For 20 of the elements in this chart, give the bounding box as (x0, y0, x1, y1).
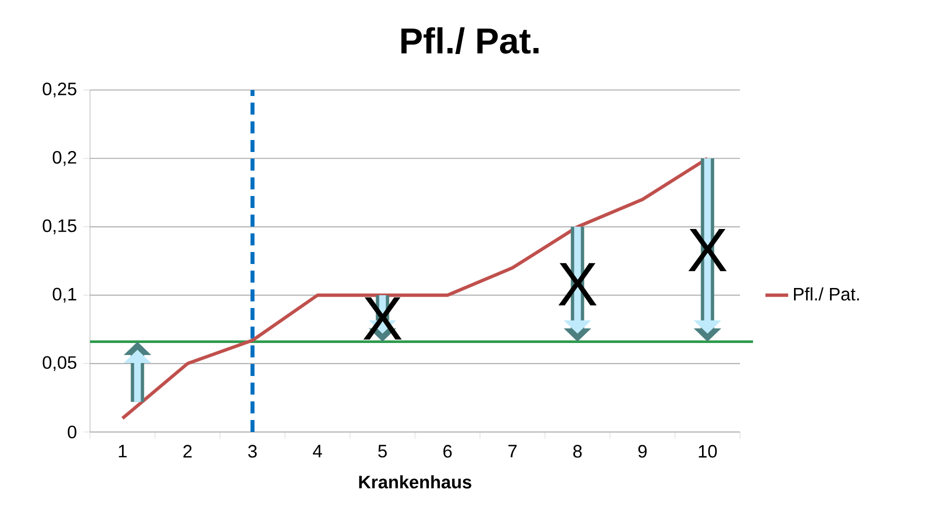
x-tick-label: 3 (248, 444, 257, 458)
x-tick-label: 1 (118, 444, 127, 458)
y-tick-label: 0,1 (52, 288, 76, 303)
x-tick-label: 2 (183, 444, 192, 458)
x-tick-label: 6 (443, 444, 452, 458)
annotation: X (363, 297, 402, 340)
x-tick-label: 7 (508, 444, 517, 458)
x-tick-label: 5 (378, 444, 387, 458)
y-tick-label: 0,05 (42, 356, 76, 372)
x-tick-label: 8 (573, 444, 582, 458)
y-tick-label: 0,25 (42, 82, 76, 98)
x-tick-label: 9 (638, 444, 647, 458)
x-tick-label: 4 (312, 444, 322, 458)
chart-title: Pfl./ Pat. (401, 27, 539, 54)
y-tick-label: 0,15 (42, 219, 76, 234)
legend-label: Pfl./ Pat. (794, 287, 859, 301)
x-axis-title: Krankenhaus (359, 475, 472, 488)
x-tick-label: 10 (698, 444, 717, 458)
y-tick-label: 0 (68, 426, 76, 438)
y-tick-label: 0,2 (52, 150, 76, 166)
